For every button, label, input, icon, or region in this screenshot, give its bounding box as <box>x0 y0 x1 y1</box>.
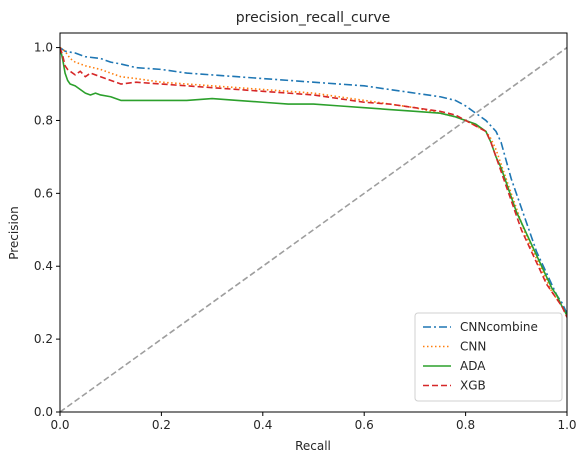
legend-label-ada: ADA <box>460 359 486 373</box>
plot-frame <box>59 32 568 413</box>
y-tick-label: 0.0 <box>34 405 53 419</box>
legend: CNNcombine CNN ADA XGB <box>414 312 563 402</box>
legend-label-xgb: XGB <box>460 379 486 393</box>
series-line-ada <box>60 47 567 316</box>
y-tick-label: 0.2 <box>34 332 53 346</box>
legend-label-cnncombine: CNNcombine <box>460 320 538 334</box>
legend-box <box>414 312 563 402</box>
x-tick-label: 0.4 <box>253 418 272 432</box>
series-line-cnn <box>60 46 567 316</box>
x-tick-label: 0.0 <box>50 418 69 432</box>
x-tick-label: 0.2 <box>152 418 171 432</box>
y-axis-label: Precision <box>7 206 21 260</box>
y-tick-label: 0.4 <box>34 259 53 273</box>
series-line-xgb <box>60 47 567 318</box>
x-axis-label: Recall <box>295 439 331 453</box>
y-tick-label: 0.8 <box>34 113 53 127</box>
x-tick-label: 0.6 <box>355 418 374 432</box>
x-tick-label: 1.0 <box>557 418 576 432</box>
x-tick-label: 0.8 <box>456 418 475 432</box>
legend-label-cnn: CNN <box>460 340 486 354</box>
diagonal-reference-line <box>60 46 567 412</box>
ticks-group: 0.0 0.2 0.4 0.6 0.8 1.0 0.0 0.2 0.4 0.6 0.8 1.0 <box>34 41 577 432</box>
y-tick-label: 0.6 <box>34 186 53 200</box>
y-tick-label: 1.0 <box>34 41 53 55</box>
chart-title: precision_recall_curve <box>236 10 391 26</box>
series-line-cnncombine <box>60 46 567 314</box>
